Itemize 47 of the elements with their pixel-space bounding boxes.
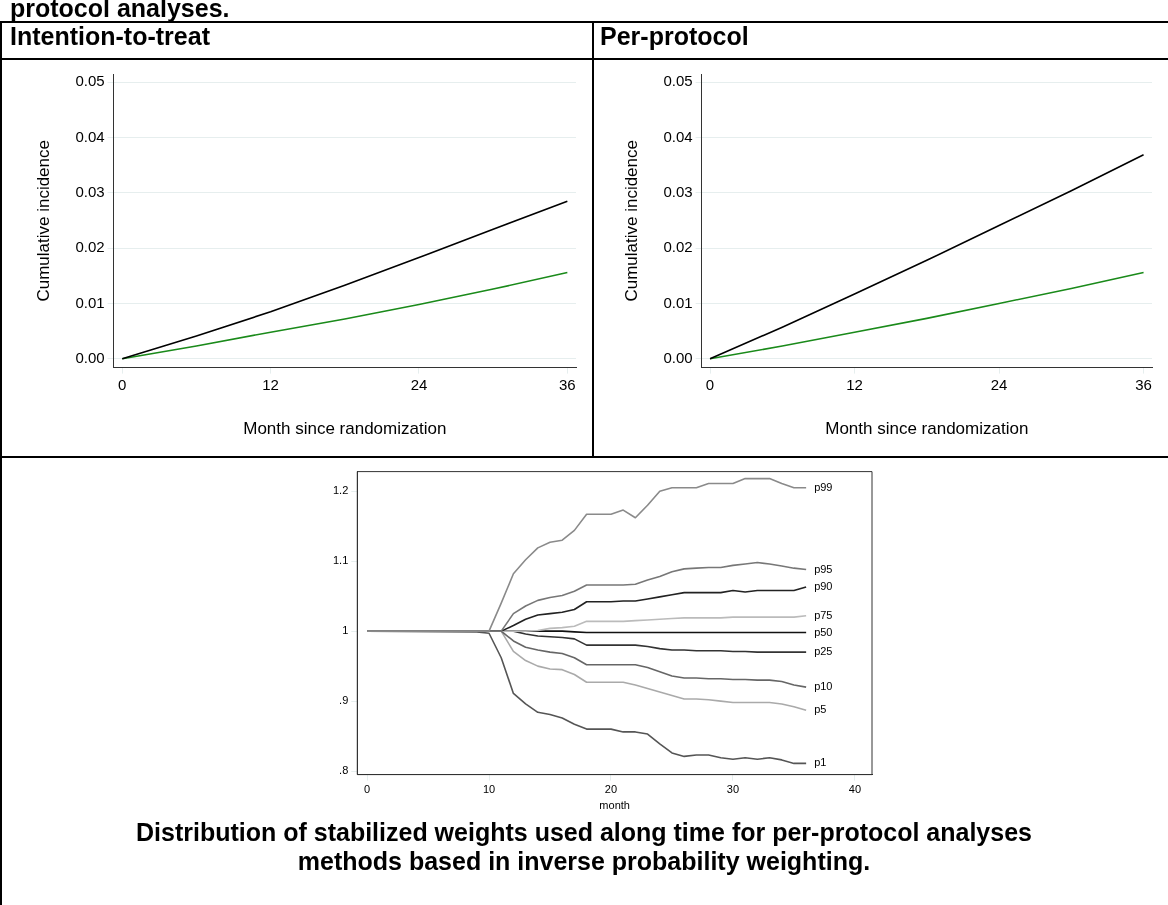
y-tick-label: 0.00	[75, 348, 105, 366]
series-label: p95	[814, 562, 833, 575]
x-tick-label: 30	[726, 783, 740, 796]
y-tick-label: 0.03	[663, 183, 693, 201]
series-label: p1	[814, 756, 827, 769]
x-tick-label: 36	[559, 375, 576, 393]
x-tick-label: 24	[990, 375, 1008, 393]
y-tick-label: .8	[339, 764, 349, 777]
series-label: p25	[814, 645, 833, 658]
y-tick-label: 1.2	[332, 484, 349, 497]
text: Distribution of stabilized weights used along time for per-protocol analyses methods based in inverse probability weighting.	[135, 818, 1033, 876]
y-tick-label: 1	[342, 624, 349, 637]
x-tick-label: 10	[482, 783, 496, 796]
y-tick-label: 0.02	[663, 238, 693, 256]
x-tick-label: 12	[846, 375, 863, 393]
x-tick-label: 0	[705, 375, 715, 393]
chart-title: Per-protocol	[600, 22, 750, 51]
y-tick-label: 1.1	[332, 554, 349, 567]
x-tick-label: 0	[118, 375, 127, 393]
x-axis-title: month	[599, 799, 630, 812]
series-label: p5	[814, 703, 827, 716]
y-tick-label: 0.01	[75, 293, 105, 311]
y-tick-label: 0.05	[75, 72, 105, 90]
y-tick-label: 0.00	[663, 348, 693, 366]
y-tick-label: 0.03	[75, 183, 105, 201]
x-tick-label: 24	[410, 375, 428, 393]
series-label: p75	[814, 608, 833, 621]
y-axis-title: Cumulative incidence	[33, 140, 53, 302]
x-tick-label: 0	[363, 783, 371, 796]
series-label: p10	[814, 680, 833, 693]
x-tick-label: 36	[1135, 375, 1152, 393]
y-tick-label: 0.04	[663, 127, 693, 145]
series-label: p50	[814, 625, 833, 638]
x-tick-label: 40	[848, 783, 862, 796]
series-label: p99	[814, 480, 833, 493]
y-tick-label: 0.04	[75, 127, 105, 145]
chart-title: Intention-to-treat	[10, 22, 211, 51]
x-tick-label: 12	[262, 375, 279, 393]
x-axis-title: Month since randomization	[243, 419, 447, 439]
y-tick-label: .9	[339, 694, 349, 707]
y-tick-label: 0.05	[663, 72, 693, 90]
y-axis-title: Cumulative incidence	[621, 140, 641, 302]
y-tick-label: 0.02	[75, 238, 105, 256]
series-label: p90	[814, 580, 833, 593]
x-axis-title: Month since randomization	[825, 419, 1029, 439]
x-tick-label: 20	[604, 783, 618, 796]
y-tick-label: 0.01	[663, 293, 693, 311]
